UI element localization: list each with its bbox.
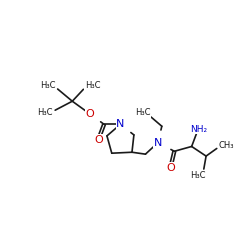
- Text: O: O: [85, 109, 94, 119]
- Text: H₃C: H₃C: [190, 172, 205, 180]
- Text: NH₂: NH₂: [190, 125, 207, 134]
- Text: CH₃: CH₃: [218, 141, 234, 150]
- Text: H₃C: H₃C: [38, 108, 53, 117]
- Text: N: N: [154, 138, 162, 147]
- Text: O: O: [166, 163, 175, 173]
- Text: O: O: [94, 135, 103, 145]
- Text: H₃C: H₃C: [40, 81, 56, 90]
- Text: H₃C: H₃C: [135, 108, 150, 117]
- Text: H₃C: H₃C: [85, 81, 100, 90]
- Text: N: N: [116, 119, 124, 129]
